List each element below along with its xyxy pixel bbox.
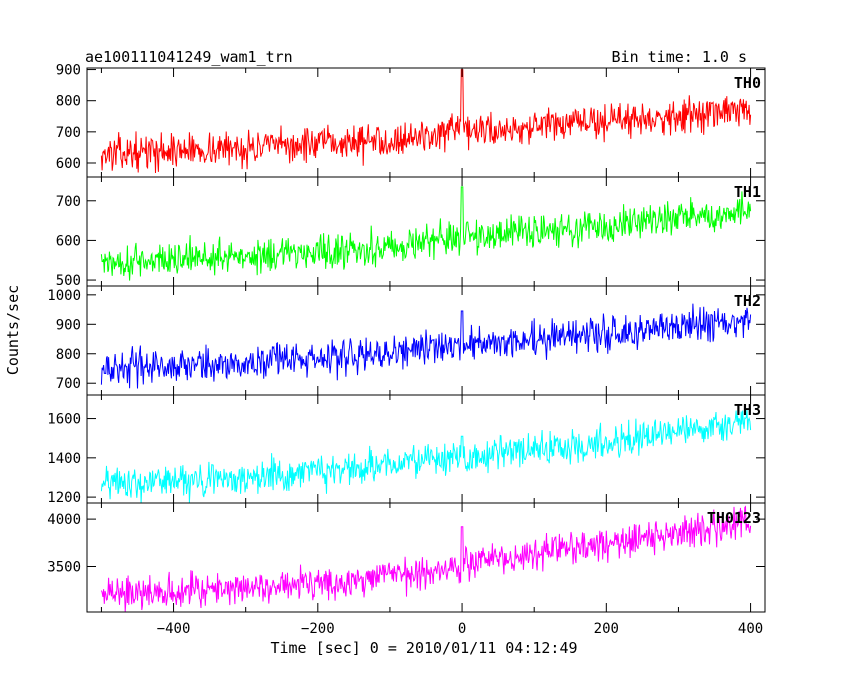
panel-th2: 700 800 900 1000 TH2 — [47, 285, 766, 396]
y-tick-label: 800 — [56, 347, 81, 363]
y-tick-label: 700 — [56, 376, 81, 392]
series-line-th0 — [100, 69, 752, 174]
y-tick-label: 600 — [56, 156, 81, 172]
x-axis-label: Time [sec] 0 = 2010/01/11 04:12:49 — [270, 639, 577, 657]
x-tick-label: 0 — [458, 621, 466, 637]
y-tick-label: 600 — [56, 233, 81, 249]
panel-th1: 500 600 700 TH1 — [56, 176, 766, 289]
y-tick-label: 1000 — [47, 288, 81, 304]
y-tick-label: 800 — [56, 94, 81, 110]
y-tick-label: 700 — [56, 125, 81, 141]
y-axis-label: Counts/sec — [4, 285, 22, 375]
panel-frame — [86, 502, 766, 613]
series-label-th1: TH1 — [734, 183, 761, 201]
series-label-th0: TH0 — [734, 74, 761, 92]
x-tick-label: 400 — [738, 621, 763, 637]
panel-th3: 1200 1400 1600 TH3 — [47, 394, 766, 506]
series-line-th3 — [100, 409, 752, 503]
y-tick-label: 700 — [56, 194, 81, 210]
y-tick-label: 500 — [56, 273, 81, 289]
y-tick-label: 1600 — [47, 412, 81, 428]
chart-title: ae100111041249_wam1_trn — [85, 48, 293, 66]
panels-group: 600 700 800 900 TH0 500 600 700 TH1 700 800 900 1000… — [47, 63, 766, 637]
y-tick-label: 4000 — [47, 512, 81, 528]
y-tick-label: 1400 — [47, 451, 81, 467]
x-tick-label: 200 — [594, 621, 619, 637]
series-line-th1 — [100, 186, 752, 281]
y-tick-label: 1200 — [47, 490, 81, 506]
series-label-th3: TH3 — [734, 401, 761, 419]
chart-subtitle: Bin time: 1.0 s — [612, 48, 747, 66]
x-tick-label: −400 — [157, 621, 191, 637]
y-tick-label: 3500 — [47, 560, 81, 576]
panel-th0123: 3500 4000 −400 −200 0 200 400 TH0123 — [47, 502, 766, 637]
x-tick-label: −200 — [301, 621, 335, 637]
series-label-th2: TH2 — [734, 292, 761, 310]
series-line-th2 — [100, 303, 752, 389]
panel-th0: 600 700 800 900 TH0 — [56, 63, 766, 178]
series-line-th0123 — [100, 505, 752, 612]
y-tick-label: 900 — [56, 63, 81, 79]
series-label-th0123: TH0123 — [707, 509, 761, 527]
y-tick-label: 900 — [56, 317, 81, 333]
